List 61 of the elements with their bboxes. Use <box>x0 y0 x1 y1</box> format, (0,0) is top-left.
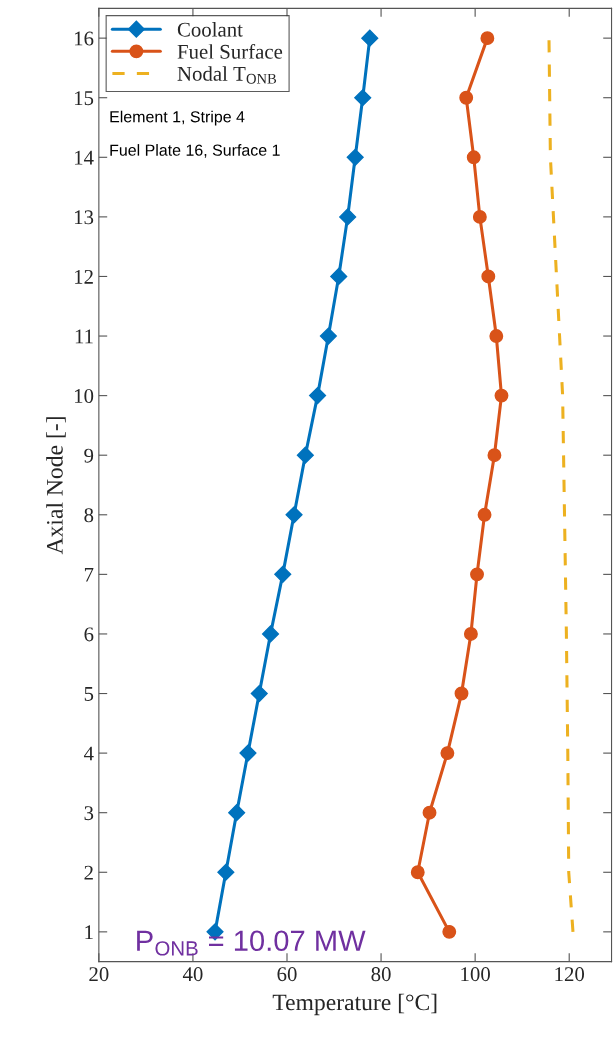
y-tick-label: 8 <box>84 508 94 523</box>
y-tick-label: 2 <box>84 865 93 880</box>
point <box>250 684 268 703</box>
y-tick-label: 15 <box>74 91 94 106</box>
y-tick-label: 5 <box>84 687 94 701</box>
y-tick-label: 11 <box>75 329 93 344</box>
x-tick-label: 20 <box>89 967 109 982</box>
point <box>470 567 484 582</box>
y-tick-label: 6 <box>84 627 94 642</box>
point <box>217 863 235 881</box>
y-tick-label: 9 <box>84 448 94 463</box>
point <box>494 388 509 403</box>
y-tick-label: 13 <box>74 210 94 225</box>
x-axis-title: Temperature [°C] <box>272 993 437 1016</box>
point <box>239 744 257 762</box>
point <box>440 746 455 761</box>
point <box>489 329 504 343</box>
x-tick-label: 100 <box>461 967 490 982</box>
point <box>339 208 357 226</box>
point <box>481 269 496 284</box>
y-tick-label: 7 <box>84 567 94 582</box>
point <box>261 625 280 643</box>
point <box>354 89 372 107</box>
y-tick-label: 14 <box>74 150 94 165</box>
x-tick-label: 120 <box>555 967 585 982</box>
legend-label: Coolant <box>177 22 243 37</box>
y-axis-title: Axial Node [-] <box>46 417 66 555</box>
legend-label: Fuel Surface <box>177 43 283 59</box>
y-tick-label: 12 <box>74 269 93 284</box>
annotation: Element 1, Stripe 4 <box>110 110 245 126</box>
point <box>346 148 364 166</box>
point <box>442 924 457 939</box>
point <box>472 209 487 224</box>
annotation: Fuel Plate 16, Surface 1 <box>110 144 280 158</box>
legend-label: Nodal T$_{ONB}$ <box>177 66 277 84</box>
point <box>422 805 437 820</box>
y-tick-label: 1 <box>85 925 93 940</box>
point <box>319 327 337 345</box>
point <box>285 506 303 524</box>
annotation: P$_{ONB}$ = 10.07 MW <box>137 930 366 956</box>
point <box>480 31 495 46</box>
point <box>459 90 474 105</box>
y-tick-label: 16 <box>74 31 94 46</box>
point <box>330 267 348 286</box>
x-tick-label: 40 <box>182 967 203 982</box>
point <box>410 865 425 880</box>
y-tick-label: 10 <box>74 389 94 404</box>
x-tick-label: 60 <box>277 967 297 982</box>
point <box>463 627 478 641</box>
point <box>309 387 327 405</box>
y-tick-label: 4 <box>83 746 94 761</box>
y-tick-label: 3 <box>84 806 94 821</box>
point <box>487 448 502 463</box>
point <box>274 565 292 583</box>
point <box>454 686 469 701</box>
x-tick-label: 80 <box>371 967 391 982</box>
point <box>466 150 481 165</box>
point <box>361 29 379 47</box>
point <box>228 804 246 822</box>
point <box>296 446 314 464</box>
point <box>477 507 492 522</box>
